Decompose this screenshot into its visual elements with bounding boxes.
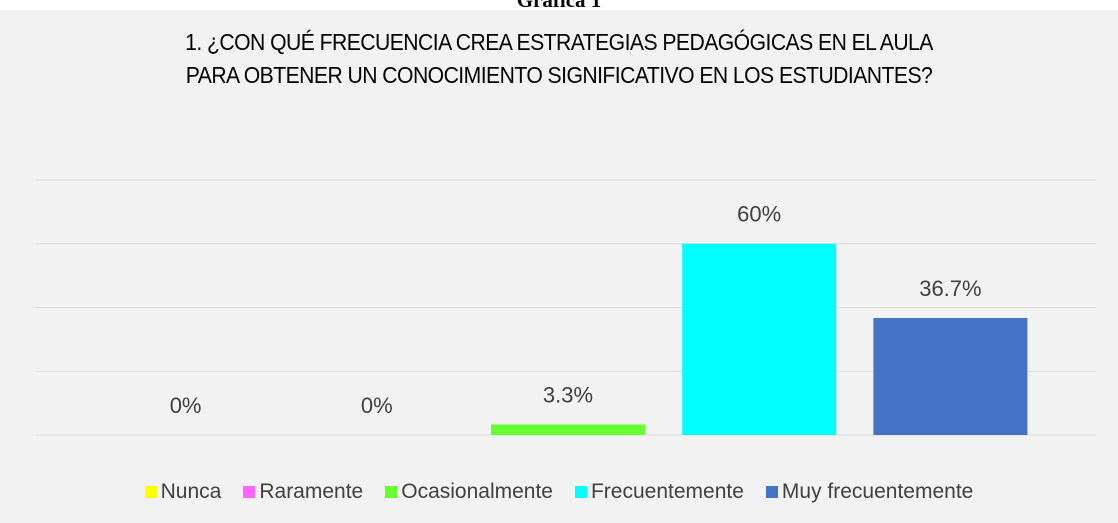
legend-label: Ocasionalmente (401, 480, 553, 503)
bar (682, 243, 837, 435)
legend-item: Muy frecuentemente (765, 480, 974, 504)
legend-swatch (765, 486, 778, 498)
legend-swatch (385, 486, 398, 498)
legend-swatch (574, 486, 587, 498)
data-label: 0% (361, 393, 393, 418)
chart-panel (0, 10, 1118, 523)
bar (491, 424, 645, 435)
data-label: 3.3% (543, 382, 593, 407)
legend-item: Ocasionalmente (385, 480, 553, 504)
data-label: 0% (170, 393, 202, 418)
legend-label: Nunca (160, 480, 222, 503)
legend-item: Frecuentemente (574, 480, 744, 504)
legend-item: Raramente (243, 480, 363, 504)
bar (873, 318, 1028, 435)
heading: Gráfica 1 (516, 0, 602, 12)
legend-label: Frecuentemente (590, 480, 744, 503)
legend-label: Muy frecuentemente (781, 480, 974, 503)
legend-swatch (243, 486, 256, 498)
chart-title: 1. ¿CON QUÉ FRECUENCIA CREA ESTRATEGIAS … (185, 29, 933, 88)
data-label: 36.7% (919, 276, 981, 301)
data-label: 60% (737, 202, 781, 227)
legend-swatch (144, 486, 157, 498)
legend-item: Nunca (144, 480, 222, 504)
legend-label: Raramente (259, 480, 364, 503)
legend: Nunca Raramente Ocasionalmente Frecuentemen… (0, 480, 1118, 504)
